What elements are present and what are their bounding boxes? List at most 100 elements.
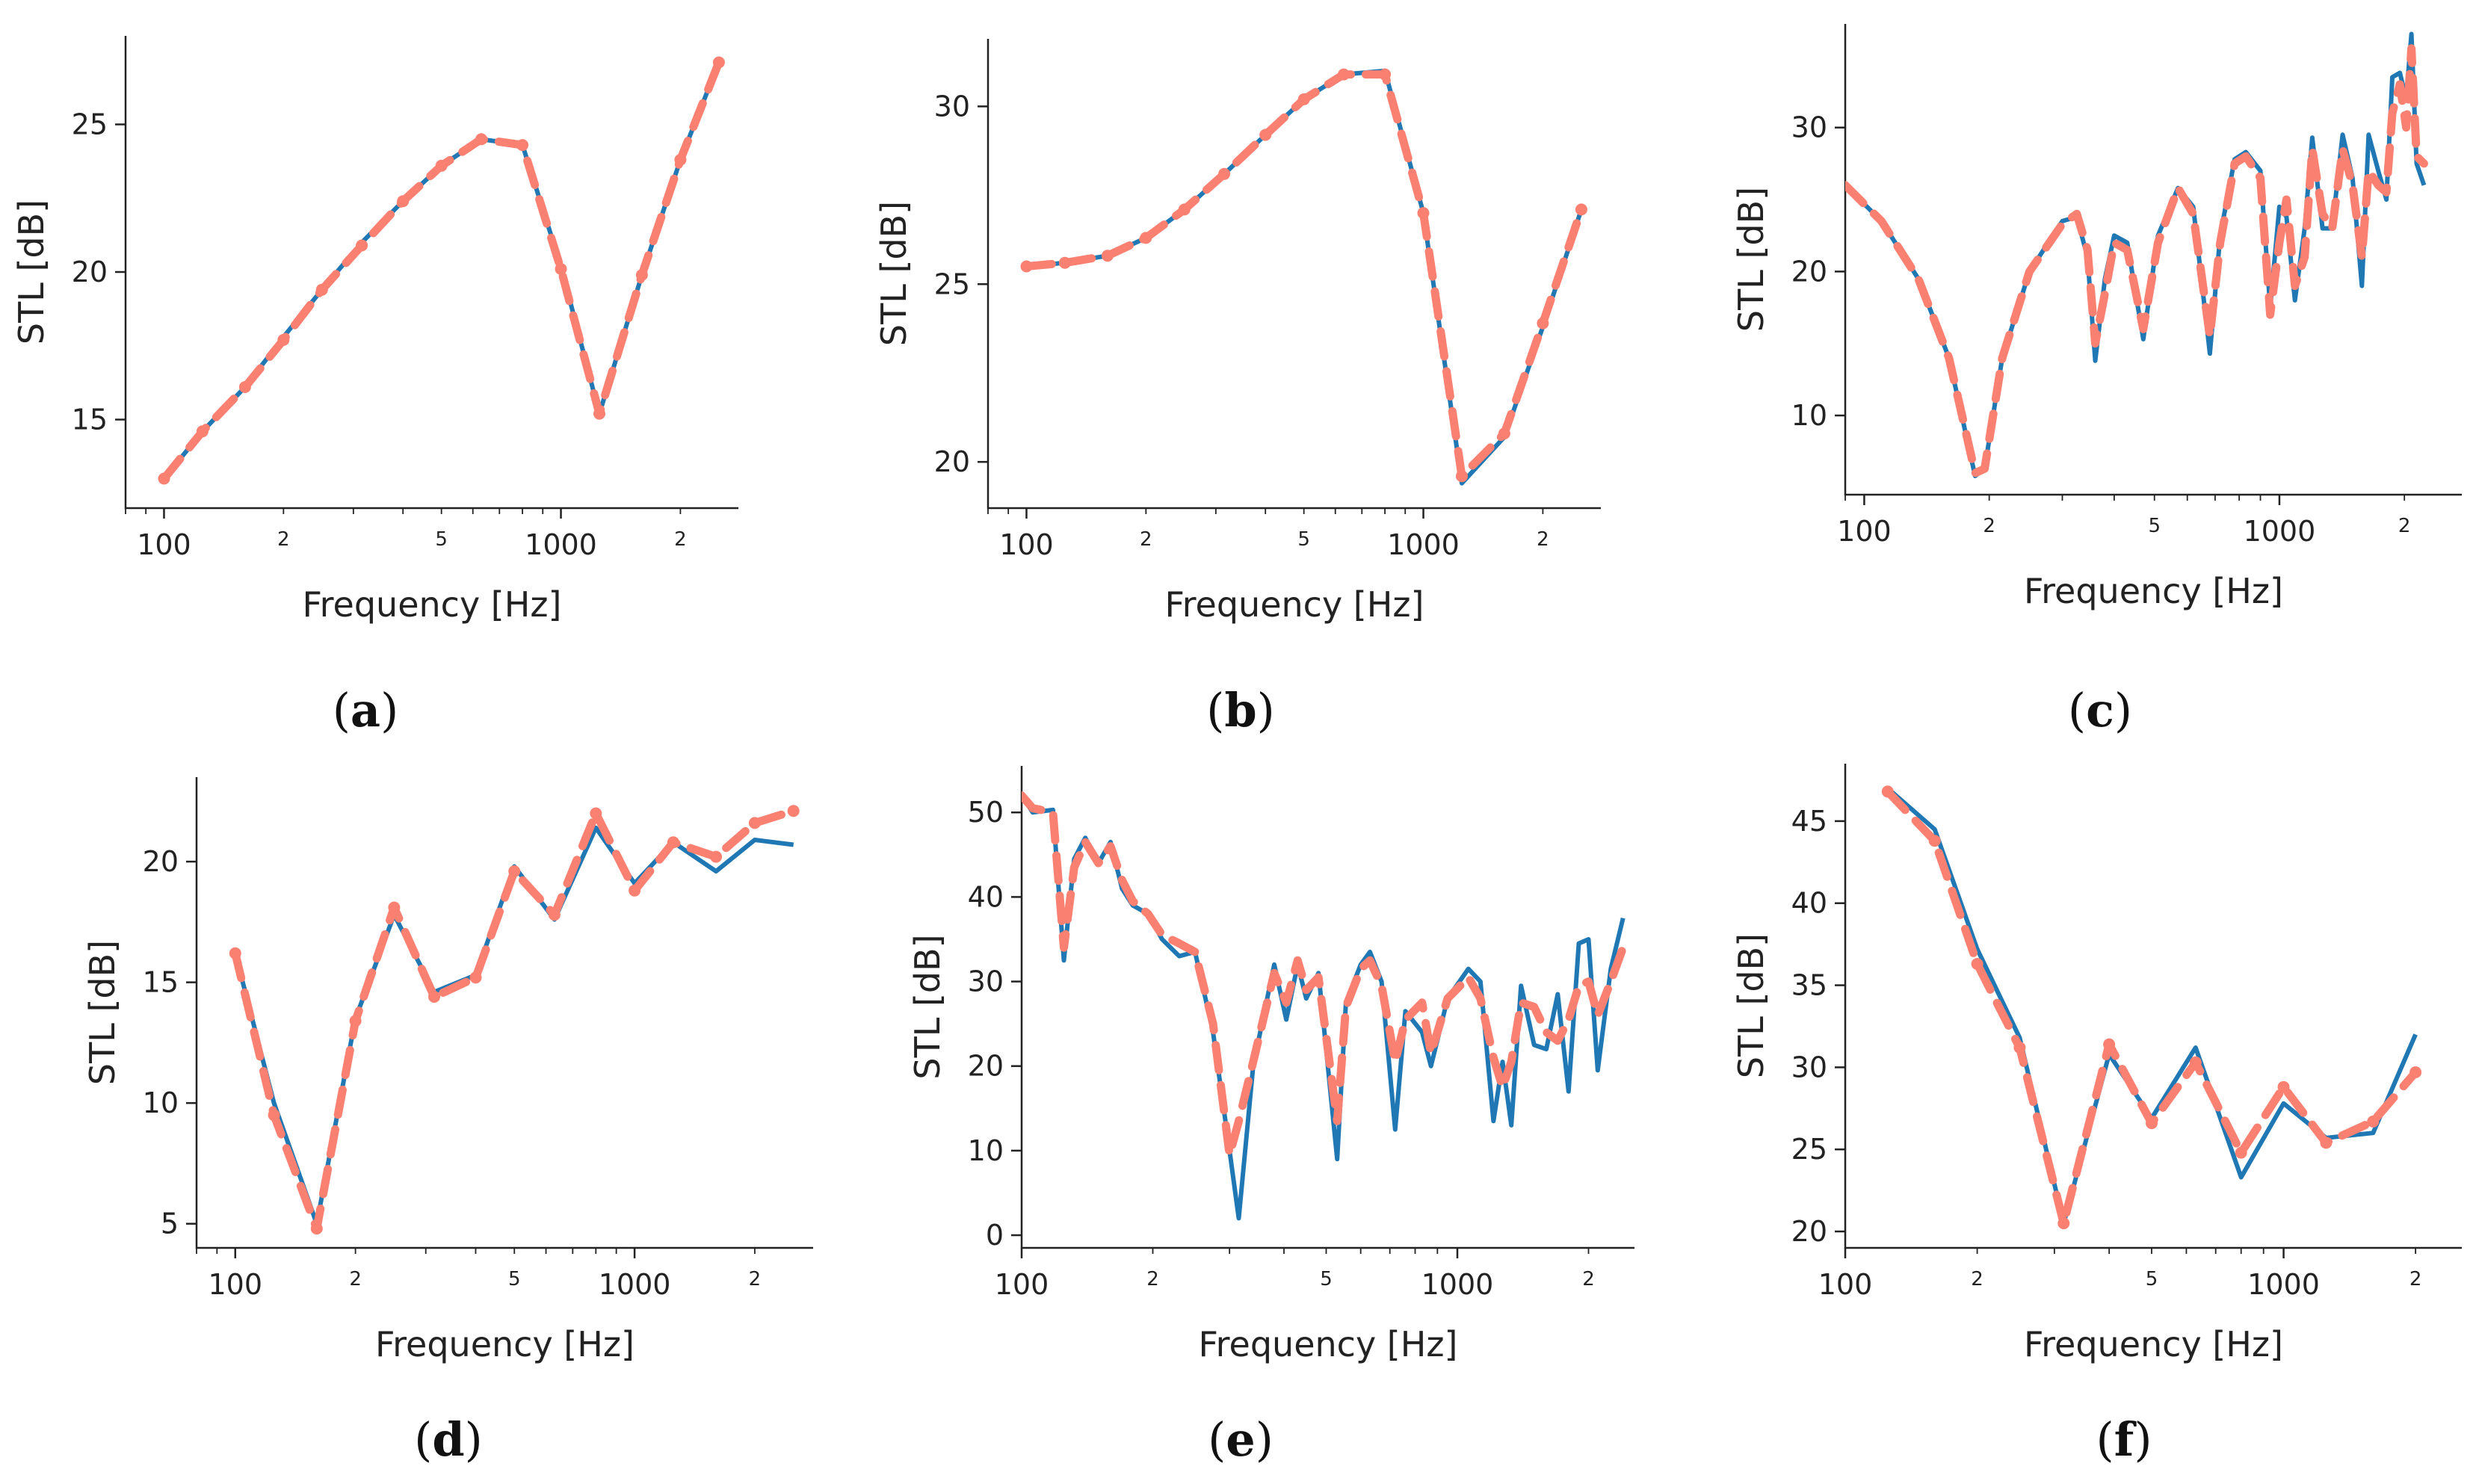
y-tick-label: 10	[968, 1134, 1004, 1167]
predicted-point	[1140, 232, 1152, 244]
predicted-point	[1020, 260, 1033, 273]
axis-spines	[195, 777, 813, 1249]
predicted-point	[1537, 317, 1549, 330]
predicted-point	[1058, 256, 1071, 269]
panel-label-f: (f)	[2096, 1412, 2152, 1467]
predicted-point	[1218, 167, 1231, 180]
series-predicted	[160, 58, 723, 483]
x-minor-tick-label: 2	[349, 1268, 362, 1290]
predicted-point	[2320, 1137, 2333, 1149]
predicted-point	[1456, 470, 1468, 483]
subplot-c: (c) 10 20 30 100 1000 2 5 2 Frequency [Hz] STL [d…	[1731, 24, 2462, 738]
x-minor-tick-label: 5	[435, 528, 448, 551]
panel-label-c: (c)	[2068, 683, 2132, 738]
x-tick-label: 100	[1837, 515, 1892, 548]
y-axis-label: STL [dB]	[1731, 187, 1771, 332]
predicted-point	[2409, 1066, 2422, 1078]
panel-label-b: (b)	[1206, 683, 1275, 738]
y-tick-label: 35	[1791, 969, 1827, 1002]
x-tick-label: 1000	[599, 1268, 671, 1301]
y-tick-label: 15	[72, 404, 108, 436]
y-tick-label: 30	[934, 90, 970, 123]
subplot-d: (d) 5 10 15 20 100 1000 2 5 2 Frequency [Hz] STL […	[82, 777, 813, 1467]
predicted-point	[469, 971, 482, 984]
predicted-point	[2103, 1038, 2116, 1051]
x-tick-label: 100	[1818, 1268, 1873, 1301]
predicted-point	[629, 884, 641, 897]
series-measured	[1845, 31, 2427, 478]
y-tick-label: 0	[986, 1219, 1004, 1252]
x-tick-label: 1000	[2247, 1268, 2320, 1301]
predicted-point	[1498, 427, 1510, 440]
panel-label-d: (d)	[414, 1412, 483, 1467]
y-tick-label: 20	[72, 256, 108, 288]
predicted-point	[229, 947, 241, 959]
predicted-point	[2235, 1146, 2247, 1159]
series-measured	[162, 61, 721, 480]
predicted-point	[548, 909, 561, 921]
predicted-point	[748, 817, 761, 829]
y-tick-label: 30	[1791, 1051, 1827, 1083]
predicted-point	[712, 56, 725, 69]
predicted-point	[1338, 68, 1350, 81]
y-axis-label: STL [dB]	[907, 934, 948, 1079]
predicted-point	[710, 850, 723, 863]
y-tick-label: 20	[1791, 255, 1827, 288]
y-tick-label: 40	[968, 880, 1004, 913]
y-tick-label: 30	[1791, 111, 1827, 144]
predicted-point	[2146, 1117, 2158, 1130]
x-minor-tick-label: 2	[2409, 1268, 2422, 1290]
predicted-point	[1101, 250, 1114, 262]
series-predicted	[1845, 44, 2428, 477]
x-axis-label: Frequency [Hz]	[375, 1324, 635, 1364]
x-tick-label: 1000	[1421, 1268, 1494, 1301]
y-tick-label: 30	[968, 965, 1004, 998]
predicted-point	[1379, 68, 1392, 81]
x-axis-label: Frequency [Hz]	[303, 584, 562, 625]
x-minor-tick-label: 2	[749, 1268, 762, 1290]
x-minor-tick-label: 5	[2146, 1268, 2158, 1290]
x-minor-tick-label: 2	[1146, 1268, 1159, 1290]
predicted-point	[516, 139, 529, 152]
series-predicted	[1022, 70, 1586, 480]
y-tick-label: 10	[143, 1086, 179, 1119]
x-axis-label: Frequency [Hz]	[1199, 1324, 1458, 1364]
y-axis-label: STL [dB]	[874, 201, 914, 346]
x-axis-label: Frequency [Hz]	[2024, 571, 2283, 611]
predicted-point	[2277, 1080, 2290, 1093]
predicted-point	[667, 836, 679, 849]
predicted-point	[388, 901, 401, 914]
panel-label-a: (a)	[333, 683, 399, 738]
series-measured	[1886, 786, 2418, 1226]
x-tick-label: 100	[137, 528, 191, 561]
y-tick-label: 45	[1791, 805, 1827, 838]
predicted-point	[1259, 129, 1272, 141]
y-tick-label: 20	[934, 445, 970, 478]
x-minor-tick-label: 2	[1971, 1268, 1983, 1290]
y-axis-label: STL [dB]	[11, 200, 52, 344]
x-axis-label: Frequency [Hz]	[2024, 1324, 2283, 1364]
predicted-point	[1928, 835, 1941, 847]
predicted-point	[277, 333, 290, 346]
y-tick-label: 15	[143, 966, 179, 999]
predicted-point	[196, 425, 209, 438]
predicted-point	[2013, 1042, 2026, 1054]
series-predicted	[1883, 787, 2420, 1228]
y-tick-label: 5	[161, 1208, 179, 1240]
x-tick-label: 1000	[1387, 528, 1460, 561]
x-tick-label: 100	[209, 1268, 263, 1301]
series-predicted	[1022, 791, 1628, 1159]
predicted-point	[349, 1015, 362, 1027]
panel-label-e: (e)	[1208, 1412, 1274, 1467]
y-tick-label: 25	[934, 268, 970, 300]
x-minor-tick-label: 2	[2398, 515, 2411, 537]
predicted-point	[268, 1109, 280, 1122]
x-minor-tick-label: 2	[1537, 528, 1549, 551]
predicted-point	[1417, 207, 1430, 220]
y-tick-label: 20	[143, 845, 179, 878]
series-measured	[1026, 68, 1584, 486]
x-axis-label: Frequency [Hz]	[1165, 584, 1424, 625]
predicted-point	[158, 472, 170, 485]
y-tick-label: 40	[1791, 887, 1827, 920]
